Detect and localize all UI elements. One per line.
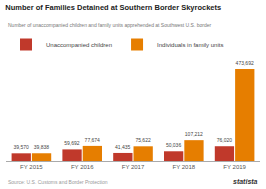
svg-text:Source: U.S. Customs and Borde: Source: U.S. Customs and Border Protecti…: [8, 179, 108, 185]
svg-text:107,212: 107,212: [185, 131, 203, 137]
svg-text:FY 2019: FY 2019: [223, 164, 246, 170]
svg-text:39,570: 39,570: [13, 144, 29, 150]
svg-text:41,435: 41,435: [115, 144, 131, 150]
svg-text:Number of unaccompanied childr: Number of unaccompanied children and fam…: [8, 22, 212, 28]
svg-text:FY 2016: FY 2016: [71, 164, 94, 170]
svg-text:473,692: 473,692: [236, 60, 254, 66]
svg-text:39,838: 39,838: [34, 144, 50, 150]
svg-text:75,622: 75,622: [135, 137, 151, 143]
svg-text:FY 2018: FY 2018: [173, 164, 196, 170]
svg-text:77,674: 77,674: [85, 137, 101, 143]
svg-text:76,020: 76,020: [217, 137, 233, 143]
svg-text:Individuals in family units: Individuals in family units: [157, 42, 223, 48]
svg-text:Unaccompanied children: Unaccompanied children: [46, 42, 112, 48]
svg-text:Number of Families Detained at: Number of Families Detained at Southern …: [5, 3, 221, 12]
svg-text:FY 2017: FY 2017: [122, 164, 145, 170]
svg-text:50,036: 50,036: [166, 142, 182, 148]
svg-text:statista: statista: [233, 178, 258, 185]
svg-text:59,692: 59,692: [64, 140, 80, 146]
svg-text:FY 2015: FY 2015: [20, 164, 43, 170]
